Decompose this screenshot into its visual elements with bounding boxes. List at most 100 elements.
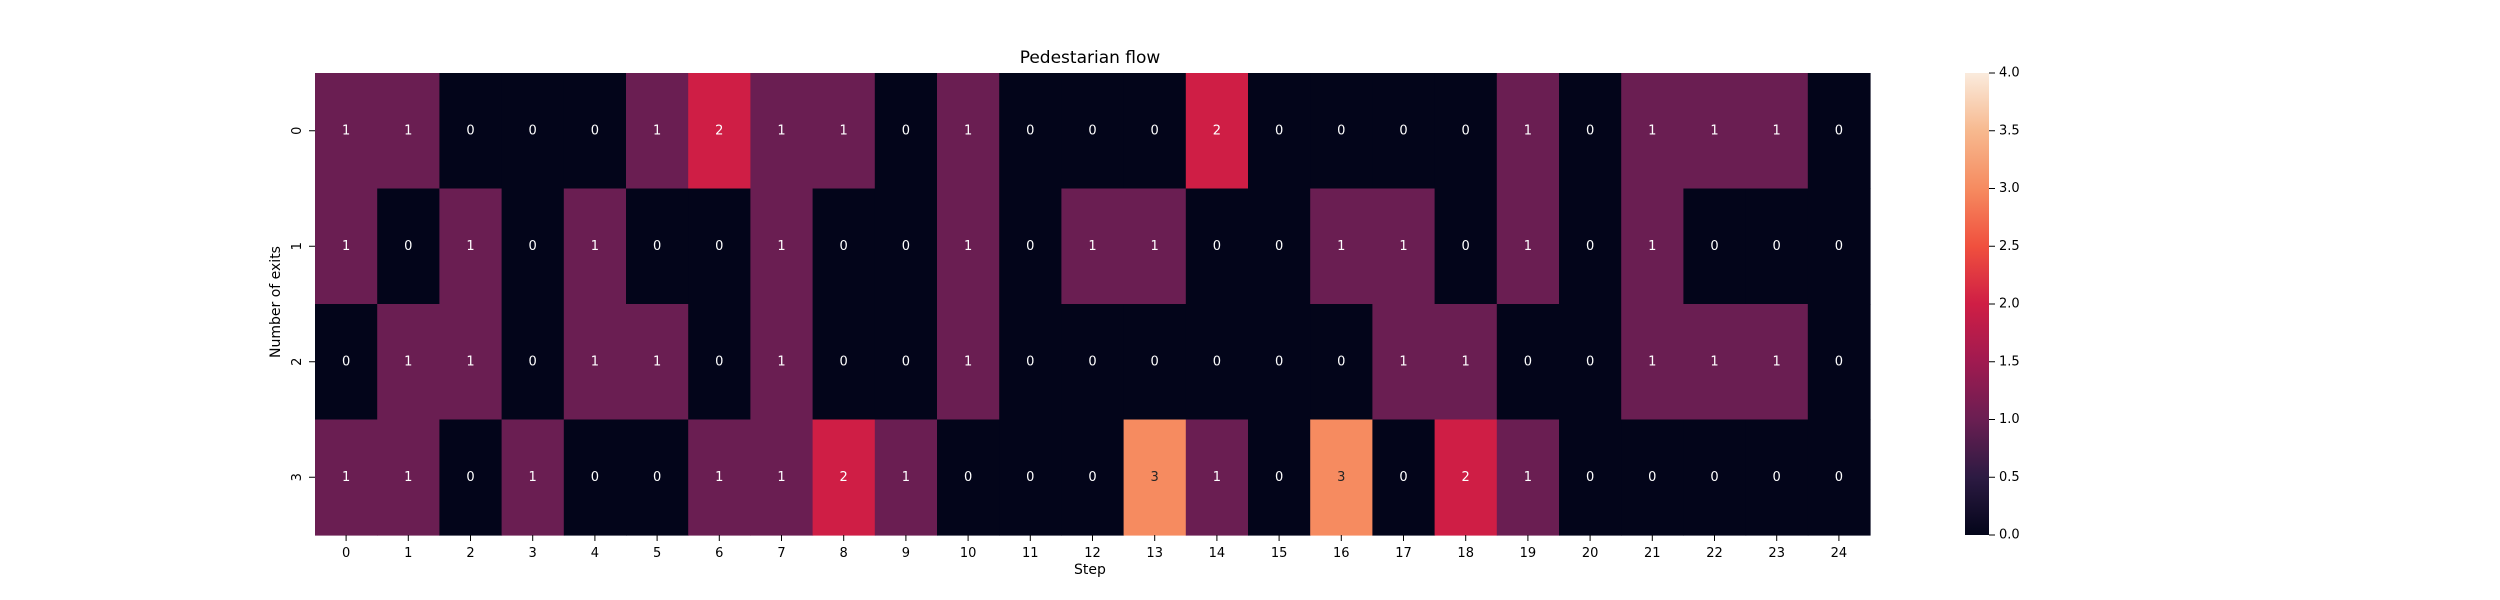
heatmap-cell-label: 1 <box>1399 354 1407 369</box>
heatmap-cell-label: 1 <box>653 123 661 138</box>
heatmap-cell-label: 0 <box>1026 239 1034 254</box>
heatmap-cell-label: 1 <box>964 239 972 254</box>
heatmap-cell-label: 1 <box>591 354 599 369</box>
heatmap-cell-label: 1 <box>902 470 910 485</box>
x-tick-label: 4 <box>591 546 599 561</box>
heatmap-cell-label: 0 <box>1773 239 1781 254</box>
heatmap-cell-label: 0 <box>902 239 910 254</box>
heatmap-cell-label: 0 <box>1275 239 1283 254</box>
x-tick-label: 6 <box>715 546 723 561</box>
y-axis-label: Number of exits <box>268 246 284 358</box>
heatmap-cells <box>315 73 1871 536</box>
heatmap-cell-label: 0 <box>466 123 474 138</box>
heatmap-cell-label: 0 <box>529 123 537 138</box>
heatmap-cell-label: 0 <box>591 123 599 138</box>
heatmap-cell-label: 1 <box>1648 123 1656 138</box>
heatmap-cell-label: 0 <box>591 470 599 485</box>
heatmap-cell-label: 0 <box>466 470 474 485</box>
colorbar-tick-label: 0.5 <box>1999 470 2020 485</box>
heatmap-cell-label: 1 <box>777 239 785 254</box>
heatmap-cell-label: 1 <box>342 470 350 485</box>
x-tick-label: 11 <box>1022 546 1039 561</box>
colorbar-ticks: 0.0 0.5 1.0 1.5 2.0 2.5 3.0 3.5 4.0 <box>1989 66 2020 543</box>
heatmap-cell-label: 0 <box>529 354 537 369</box>
heatmap-cell-label: 0 <box>653 239 661 254</box>
heatmap-cell-label: 0 <box>1337 354 1345 369</box>
heatmap-cell-label: 0 <box>1773 470 1781 485</box>
colorbar: 0.00.51.01.52.02.53.03.54.0 <box>1965 66 2020 543</box>
heatmap-cell-label: 1 <box>529 470 537 485</box>
x-tick-label: 17 <box>1395 546 1412 561</box>
heatmap-cell-label: 0 <box>1151 123 1159 138</box>
heatmap-cell-label: 0 <box>902 354 910 369</box>
x-tick-label: 3 <box>529 546 537 561</box>
x-axis-label: Step <box>1074 562 1106 578</box>
heatmap-cell-label: 0 <box>1524 354 1532 369</box>
heatmap-cell-label: 0 <box>1088 123 1096 138</box>
colorbar-tick-label: 1.5 <box>1999 354 2020 369</box>
heatmap-cell-label: 0 <box>715 239 723 254</box>
heatmap-cell-label: 0 <box>404 239 412 254</box>
heatmap-cell-label: 1 <box>342 123 350 138</box>
heatmap-cell-label: 0 <box>1835 239 1843 254</box>
y-axis: 0123 <box>290 127 315 482</box>
y-tick-label: 2 <box>290 358 305 366</box>
heatmap-cell-label: 1 <box>1151 239 1159 254</box>
heatmap-cell-label: 1 <box>1213 470 1221 485</box>
heatmap-cell-label: 0 <box>1648 470 1656 485</box>
heatmap-cell-label: 1 <box>1773 123 1781 138</box>
heatmap-cell-label: 0 <box>1586 354 1594 369</box>
heatmap-cell-label: 1 <box>840 123 848 138</box>
heatmap-cell-label: 1 <box>342 239 350 254</box>
heatmap-cell-label: 1 <box>1773 354 1781 369</box>
heatmap-cell-label: 0 <box>653 470 661 485</box>
x-tick-label: 8 <box>840 546 848 561</box>
heatmap-cell-label: 1 <box>591 239 599 254</box>
heatmap-cell-label: 1 <box>466 239 474 254</box>
heatmap-cell-label: 0 <box>1586 470 1594 485</box>
heatmap-cell-label: 0 <box>840 354 848 369</box>
heatmap-cell-label: 0 <box>1275 123 1283 138</box>
heatmap-cell-label: 0 <box>964 470 972 485</box>
x-tick-label: 0 <box>342 546 350 561</box>
heatmap-cell-label: 1 <box>1462 354 1470 369</box>
heatmap-cell-label: 1 <box>404 470 412 485</box>
x-tick-label: 22 <box>1706 546 1723 561</box>
heatmap-cell-label: 0 <box>840 239 848 254</box>
heatmap-cell-label: 2 <box>1462 470 1470 485</box>
heatmap-cell-label: 0 <box>1835 470 1843 485</box>
x-tick-label: 15 <box>1271 546 1288 561</box>
colorbar-tick-label: 3.0 <box>1999 181 2020 196</box>
x-tick-label: 2 <box>466 546 474 561</box>
heatmap-cell-label: 1 <box>777 470 785 485</box>
heatmap-cell-label: 2 <box>1213 123 1221 138</box>
heatmap-cell-label: 0 <box>1337 123 1345 138</box>
heatmap-cell-label: 1 <box>1088 239 1096 254</box>
heatmap-cell-label: 0 <box>1586 239 1594 254</box>
heatmap-cell-label: 1 <box>1337 239 1345 254</box>
heatmap-cell-label: 0 <box>1399 123 1407 138</box>
colorbar-tick-label: 1.0 <box>1999 412 2020 427</box>
heatmap-cell-label: 1 <box>1648 354 1656 369</box>
colorbar-tick-label: 2.0 <box>1999 297 2020 312</box>
x-tick-label: 23 <box>1768 546 1785 561</box>
heatmap-cell-label: 1 <box>964 123 972 138</box>
heatmap-cell-label: 0 <box>1399 470 1407 485</box>
heatmap-cell-label: 0 <box>1710 470 1718 485</box>
heatmap-cell-label: 1 <box>1524 123 1532 138</box>
heatmap-cell-label: 1 <box>715 470 723 485</box>
x-tick-label: 1 <box>404 546 412 561</box>
heatmap-cell-label: 3 <box>1337 470 1345 485</box>
x-tick-label: 18 <box>1457 546 1474 561</box>
heatmap-cell-label: 1 <box>466 354 474 369</box>
colorbar-tick-label: 4.0 <box>1999 66 2020 81</box>
x-tick-label: 5 <box>653 546 661 561</box>
heatmap-cell-label: 1 <box>404 354 412 369</box>
y-tick-label: 3 <box>290 473 305 481</box>
heatmap-cell-label: 1 <box>1524 470 1532 485</box>
heatmap-cell-label: 0 <box>1026 354 1034 369</box>
heatmap-cell-label: 3 <box>1151 470 1159 485</box>
heatmap-cell-label: 0 <box>902 123 910 138</box>
heatmap-cell-label: 0 <box>1275 470 1283 485</box>
